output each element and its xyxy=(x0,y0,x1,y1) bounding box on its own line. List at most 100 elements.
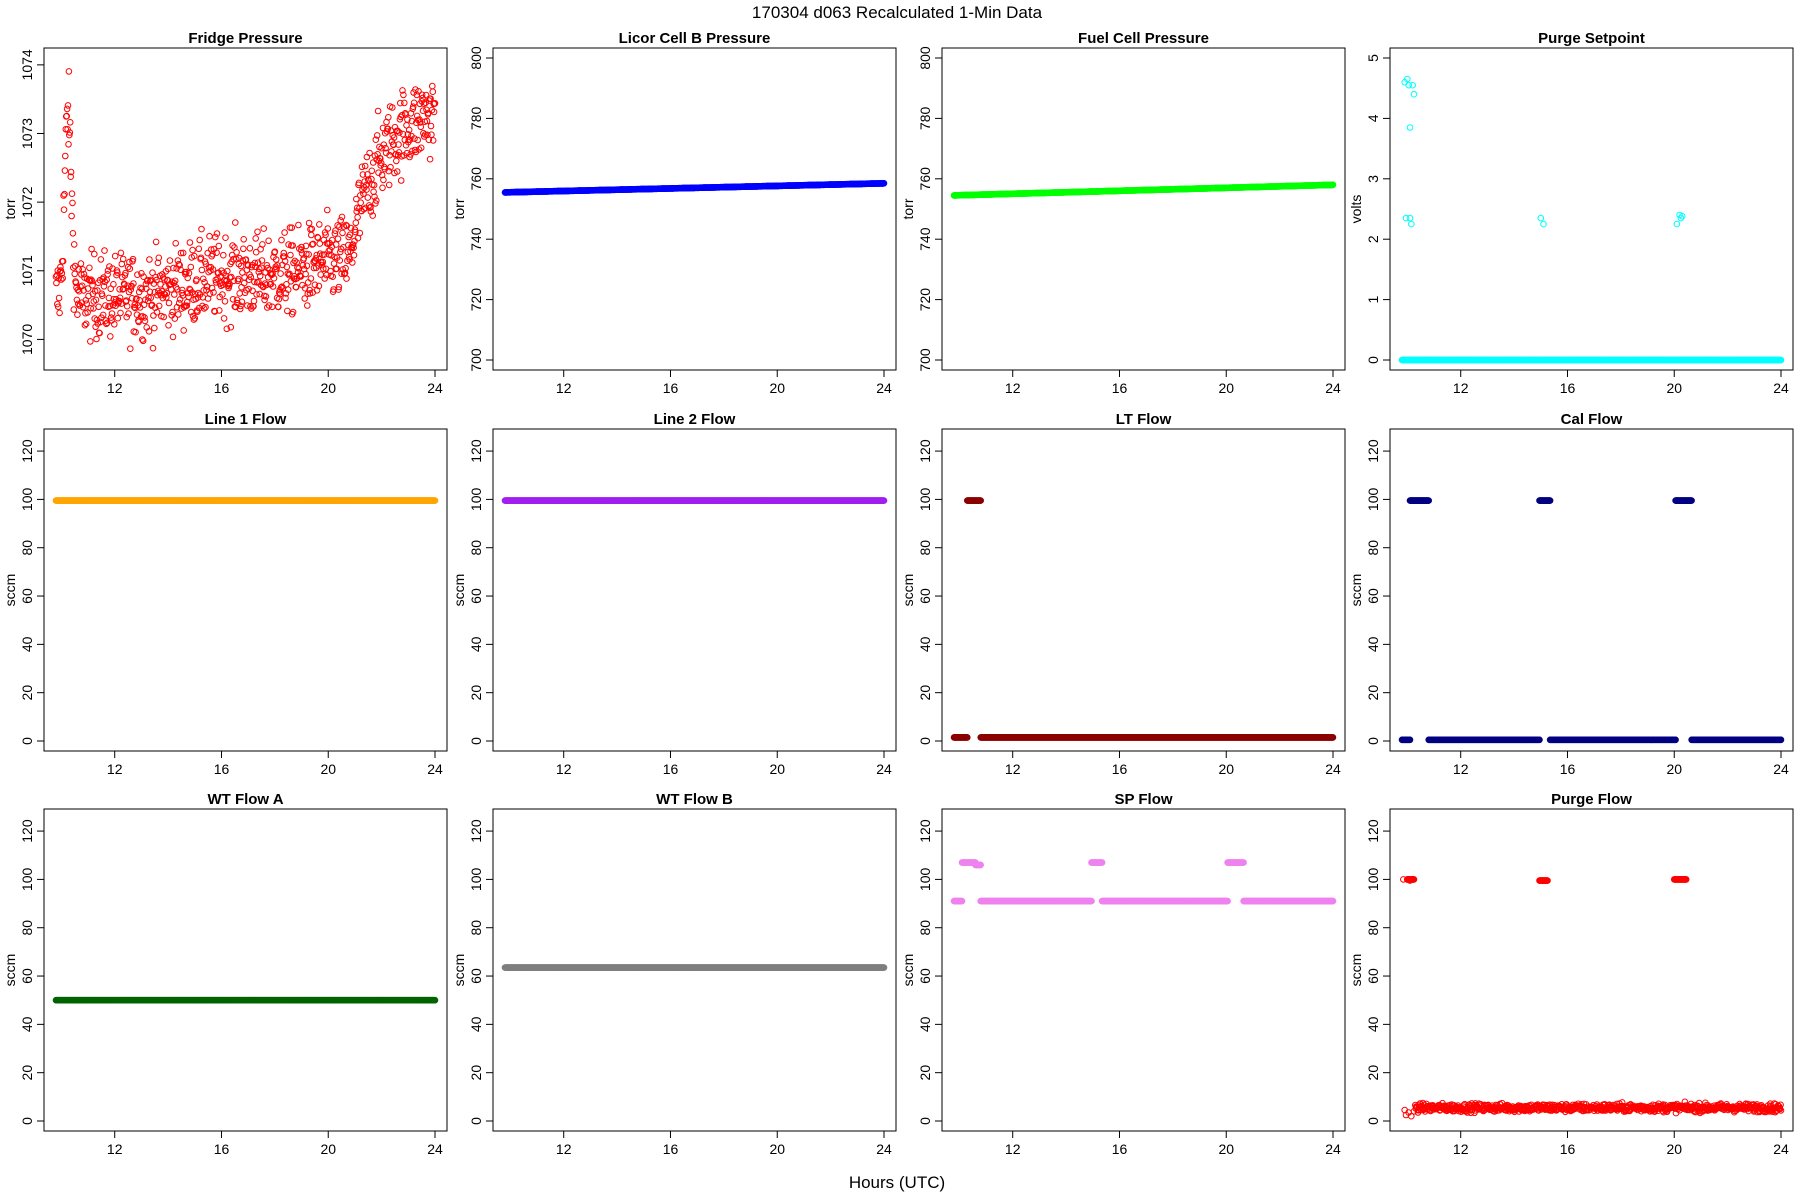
data-point xyxy=(79,303,87,311)
data-point xyxy=(397,177,405,184)
x-tick-label: 24 xyxy=(1325,380,1341,396)
data-point xyxy=(354,214,361,221)
data-point xyxy=(159,294,167,302)
data-point xyxy=(219,291,226,298)
data-point xyxy=(138,285,146,293)
data-point xyxy=(382,144,389,152)
data-point xyxy=(272,256,280,263)
data-point xyxy=(427,95,434,102)
data-point xyxy=(1406,214,1414,222)
data-point xyxy=(397,99,404,107)
x-tick-label: 20 xyxy=(320,761,336,777)
data-point xyxy=(84,309,91,316)
data-point xyxy=(246,245,254,252)
data-point xyxy=(97,256,105,263)
plot-frame xyxy=(492,428,897,752)
data-point xyxy=(409,103,417,110)
data-point xyxy=(367,208,375,215)
data-point xyxy=(260,225,268,232)
data-point xyxy=(132,328,139,336)
data-point xyxy=(94,287,101,294)
data-point xyxy=(323,271,330,279)
plot-frame xyxy=(43,47,448,371)
data-point xyxy=(1410,90,1418,98)
x-tick-label: 24 xyxy=(427,380,443,396)
data-point xyxy=(419,107,427,114)
data-point xyxy=(197,254,205,262)
data-point xyxy=(370,181,378,189)
data-point xyxy=(236,305,244,313)
data-point xyxy=(238,298,246,306)
data-point xyxy=(190,316,198,323)
data-point xyxy=(428,131,435,138)
data-point xyxy=(377,159,385,167)
data-point xyxy=(66,129,74,136)
data-point xyxy=(172,240,179,247)
data-point xyxy=(171,277,179,285)
data-points xyxy=(52,68,439,353)
data-point xyxy=(303,262,311,270)
y-axis-label: torr xyxy=(900,198,916,219)
data-point xyxy=(146,256,153,263)
data-point xyxy=(195,245,203,253)
data-point xyxy=(305,219,313,227)
data-point xyxy=(174,286,181,293)
data-point xyxy=(264,264,272,272)
data-point xyxy=(232,255,240,263)
data-point xyxy=(283,263,291,271)
y-tick-label: 1074 xyxy=(19,49,35,80)
data-point xyxy=(110,281,117,288)
data-point xyxy=(221,276,228,284)
data-point xyxy=(322,231,329,239)
data-point xyxy=(393,157,400,165)
data-point xyxy=(170,264,177,272)
data-point xyxy=(236,290,243,297)
data-point xyxy=(128,295,136,302)
data-point xyxy=(1409,81,1416,89)
data-point xyxy=(107,333,114,340)
y-tick-label: 20 xyxy=(19,685,35,701)
panel-title: Line 2 Flow xyxy=(654,411,736,428)
data-point xyxy=(346,231,354,239)
data-point xyxy=(281,229,288,236)
data-point xyxy=(189,312,197,320)
data-point xyxy=(133,311,141,319)
data-point xyxy=(244,262,252,269)
data-point xyxy=(206,290,214,298)
data-point xyxy=(269,283,277,290)
data-point xyxy=(59,274,67,282)
data-point xyxy=(312,255,320,262)
data-point xyxy=(338,270,345,278)
data-point xyxy=(69,230,77,237)
data-point xyxy=(62,126,70,133)
data-point xyxy=(169,308,176,316)
data-point xyxy=(165,299,173,307)
x-tick-label: 24 xyxy=(1773,380,1789,396)
data-point xyxy=(147,294,155,302)
x-tick-label: 12 xyxy=(107,761,123,777)
data-point xyxy=(171,315,179,322)
data-point xyxy=(414,136,422,144)
y-axis-label: volts xyxy=(1348,195,1364,224)
data-point xyxy=(75,287,83,295)
data-point xyxy=(58,276,65,283)
y-tick-label: 720 xyxy=(917,288,933,312)
data-point xyxy=(60,206,68,213)
data-point xyxy=(212,233,219,241)
plot-frame xyxy=(941,47,1346,371)
data-point xyxy=(154,291,161,299)
data-point xyxy=(254,228,261,236)
data-point xyxy=(92,323,99,331)
data-point xyxy=(208,284,216,292)
data-point xyxy=(68,212,75,220)
data-point xyxy=(384,125,392,132)
y-tick-label: 740 xyxy=(917,227,933,251)
data-point xyxy=(332,227,339,234)
y-tick-label: 4 xyxy=(1365,114,1381,122)
plot-frame xyxy=(1389,47,1794,371)
x-tick-label: 20 xyxy=(769,761,785,777)
y-tick-label: 760 xyxy=(917,167,933,191)
data-point xyxy=(176,262,183,269)
data-point xyxy=(82,320,90,328)
